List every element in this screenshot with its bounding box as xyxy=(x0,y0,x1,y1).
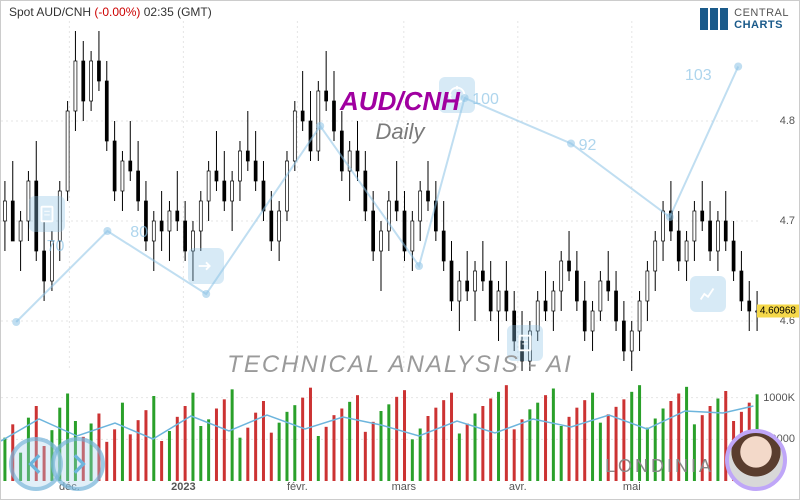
watermark-doc-icon xyxy=(507,325,543,361)
last-price-tag: 4.60968 xyxy=(757,305,799,318)
time-tick: 2023 xyxy=(171,481,195,493)
time-tick: mars xyxy=(392,481,416,493)
arrow-left-icon xyxy=(23,451,49,477)
time-axis: déc.2023févr.marsavr.mai xyxy=(1,481,761,497)
chart-container: Spot AUD/CNH (-0.00%) 02:35 (GMT) CENTRA… xyxy=(0,0,800,500)
price-axis: 4.64.74.8 xyxy=(759,21,799,371)
timestamp-label: 02:35 (GMT) xyxy=(144,5,212,19)
candlestick-panel[interactable] xyxy=(1,21,761,371)
price-tick: 4.7 xyxy=(780,215,795,227)
price-tick: 4.8 xyxy=(780,115,795,127)
watermark-doc-icon xyxy=(29,196,65,232)
time-tick: mai xyxy=(623,481,641,493)
change-label: (-0.00%) xyxy=(94,5,140,19)
logo-icon xyxy=(700,8,728,30)
logo-text: CENTRAL CHARTS xyxy=(734,7,789,31)
time-tick: avr. xyxy=(509,481,527,493)
brand-logo[interactable]: CENTRAL CHARTS xyxy=(700,7,789,31)
chart-header: Spot AUD/CNH (-0.00%) 02:35 (GMT) xyxy=(9,5,212,19)
londinia-label: LONDINIA xyxy=(605,456,714,477)
assistant-avatar[interactable] xyxy=(725,429,787,491)
nav-next-button[interactable] xyxy=(51,437,105,491)
time-tick: févr. xyxy=(287,481,308,493)
symbol-label: Spot AUD/CNH xyxy=(9,5,91,19)
watermark-arrow-icon xyxy=(188,248,224,284)
watermark-chart-icon xyxy=(690,276,726,312)
nav-arrow-buttons xyxy=(9,437,93,491)
volume-tick: 1000K xyxy=(763,392,795,404)
arrow-right-icon xyxy=(65,451,91,477)
watermark-target-icon xyxy=(439,77,475,113)
